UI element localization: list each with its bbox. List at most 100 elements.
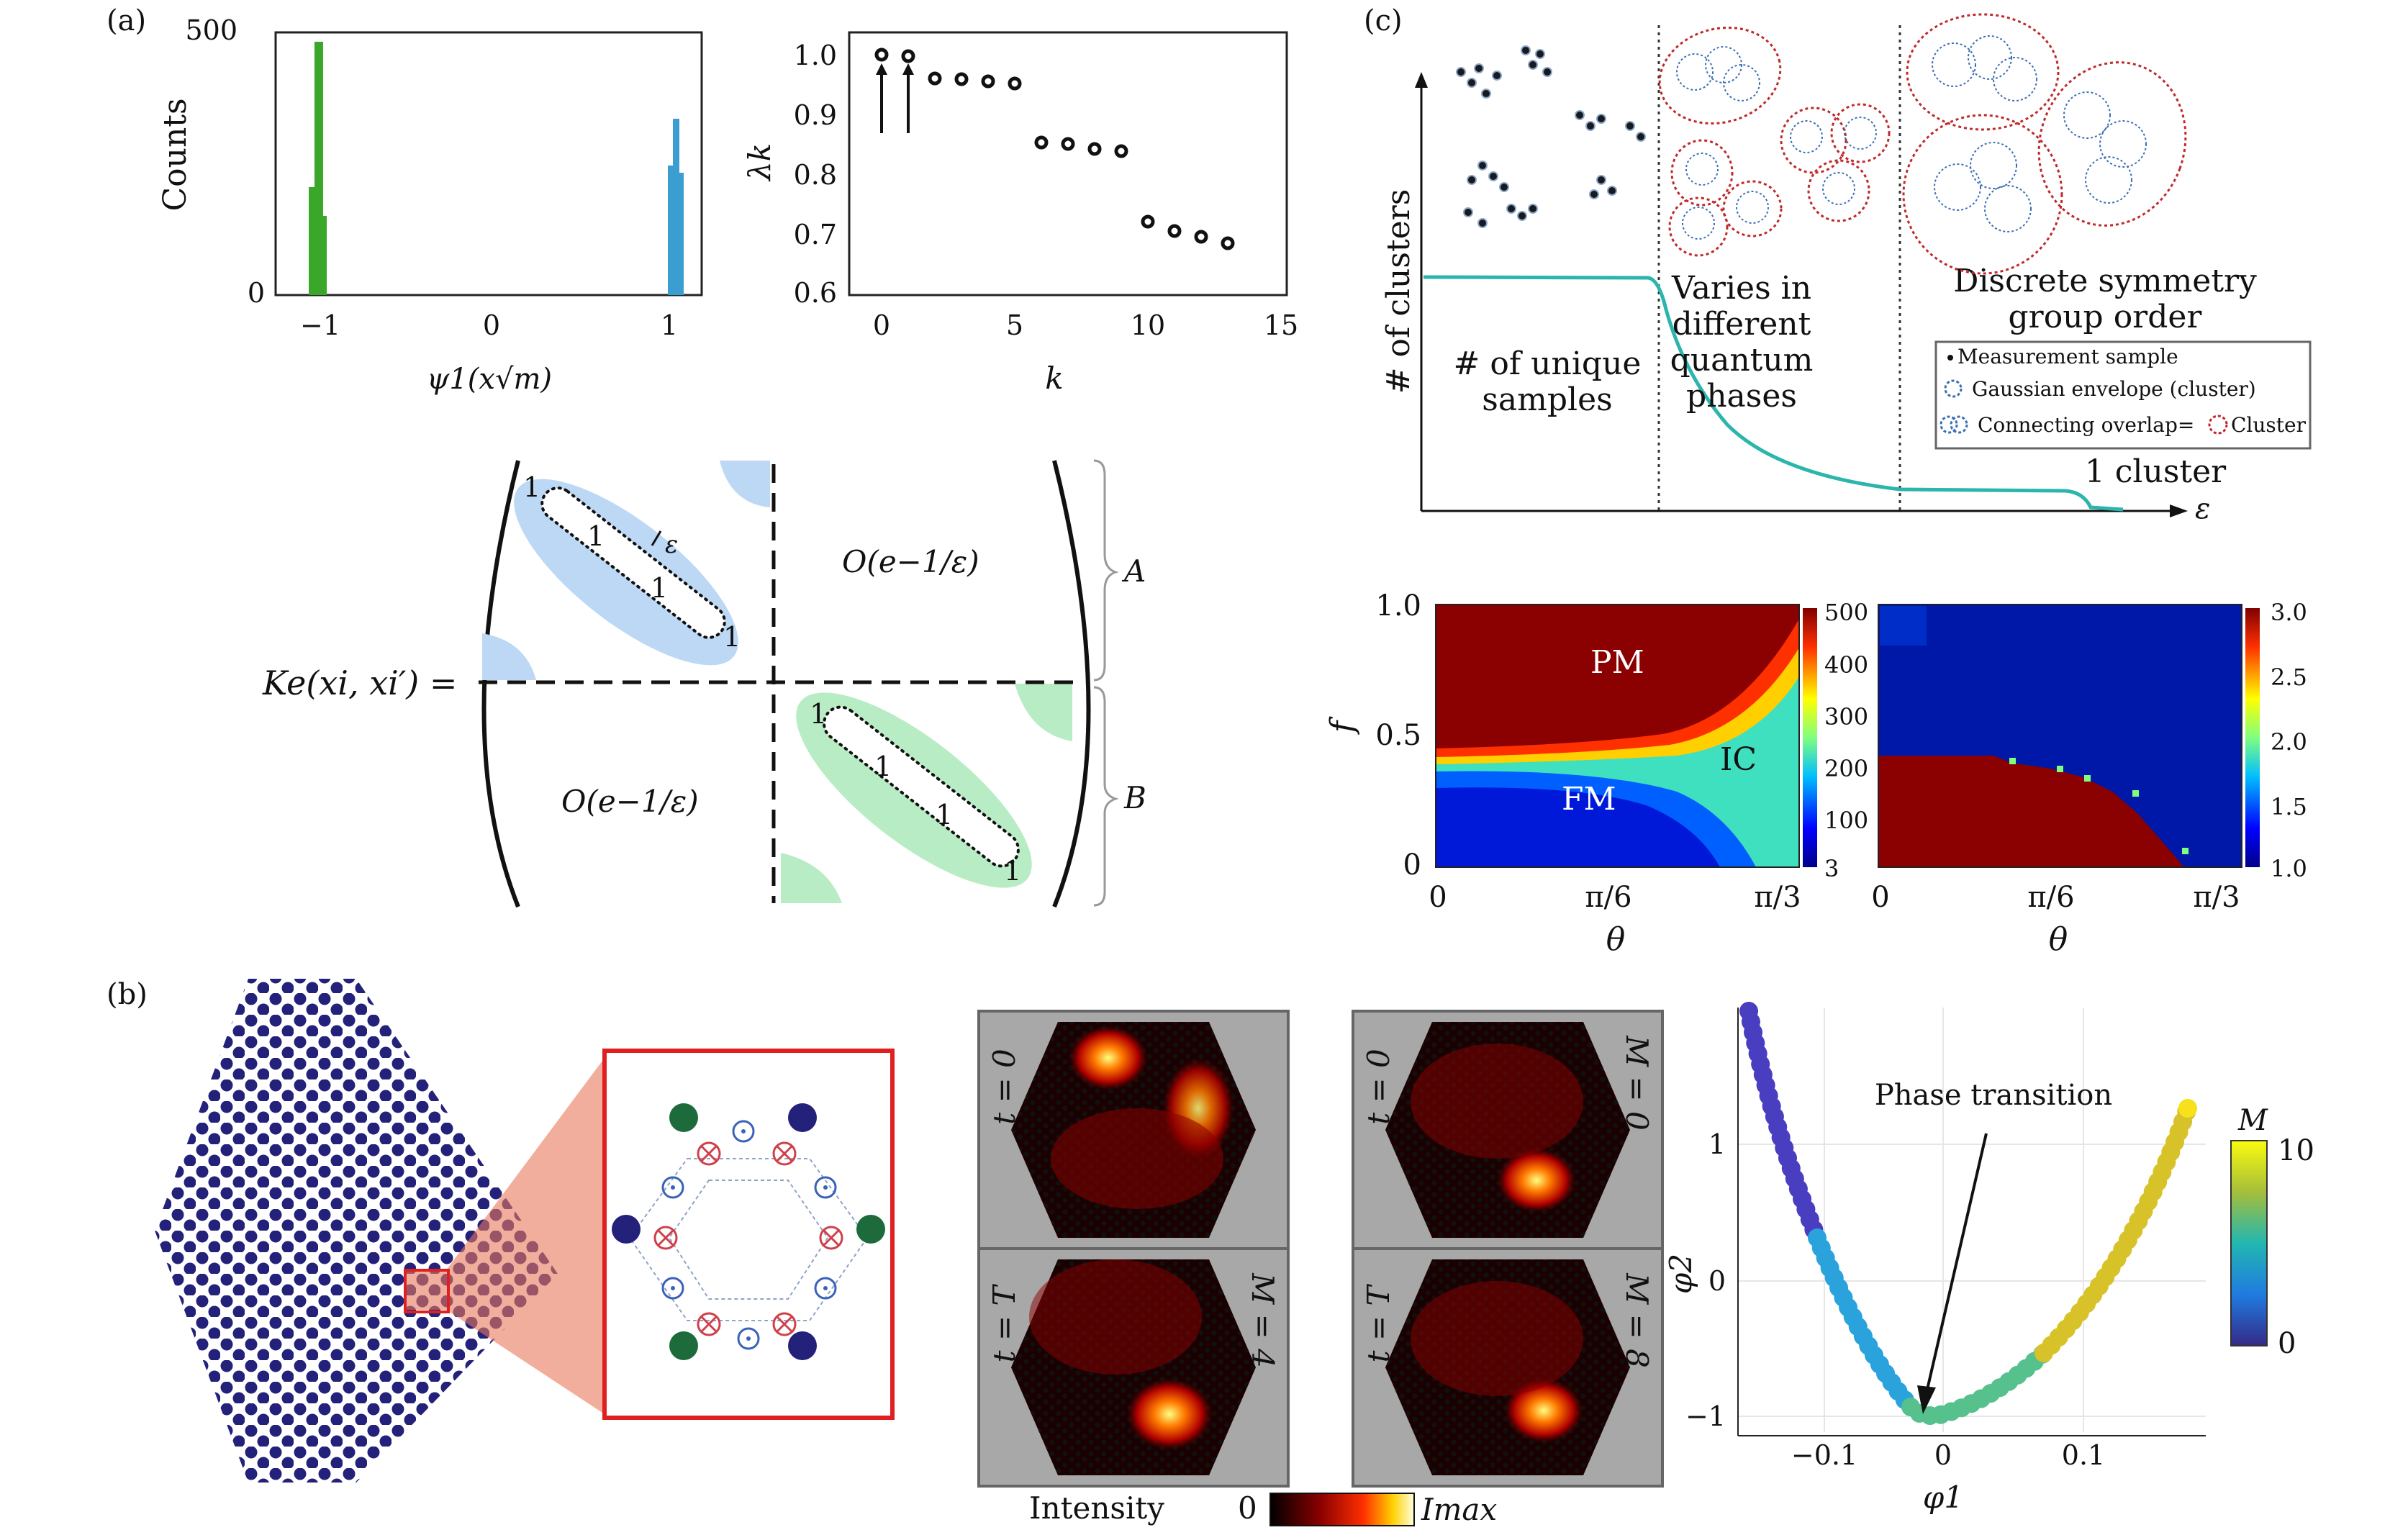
region3-line1: Discrete symmetry [1953, 263, 2257, 299]
zoom-cone [407, 1058, 605, 1414]
matrix-one-7: 1 [936, 799, 953, 830]
snapshot-t0-left [1011, 1022, 1256, 1238]
intensity-max: Imax [1421, 1492, 1497, 1527]
phase-left-cbar-3: 300 [1824, 703, 1868, 730]
embedding-xtick-2: 0 [1934, 1439, 1952, 1471]
phase-diagram-right: 0 π/6 π/3 θ 3.0 2.5 2.0 1.5 1.0 [1871, 599, 2307, 958]
snapshot-tr-t-label: t = 0 [1361, 1049, 1396, 1125]
phase-right-cbar-3: 2.0 [2271, 728, 2307, 756]
eigen-ytick-2: 0.9 [794, 99, 837, 131]
phase-right-cbar-2: 2.5 [2271, 664, 2307, 691]
snapshot-bl-m-label: M = 4 [1245, 1272, 1280, 1368]
embedding-ytick-3: −1 [1685, 1400, 1726, 1432]
snapshot-br-t-label: t = T [1361, 1284, 1396, 1363]
panel-label-b: (b) [107, 978, 148, 1011]
embedding-colorbar [2230, 1140, 2268, 1346]
phase-left-xlabel: θ [1606, 921, 1626, 958]
histogram-ytick-500: 500 [185, 14, 237, 46]
histogram-ylabel: Counts [157, 98, 194, 211]
eigen-xtick-5: 5 [1006, 309, 1023, 341]
embedding-ytick-2: 0 [1708, 1265, 1726, 1297]
cluster-count-curve [1423, 275, 2124, 512]
region2-line4: phases [1686, 378, 1797, 415]
phase-label-pm: PM [1590, 644, 1644, 681]
snapshot-bl-t-label: t = T [987, 1284, 1022, 1363]
eigenvalue-markers [874, 47, 1235, 250]
region3-line2: group order [2009, 299, 2203, 335]
matrix-eps: ε [665, 530, 678, 559]
region2-line2: different [1673, 306, 1811, 343]
phase-right-xtick-3: π/3 [2193, 881, 2240, 914]
phase-right-xtick-2: π/6 [2027, 881, 2074, 914]
matrix-offdiag-bottom: O(e−1/ε) [561, 784, 699, 819]
phase-left-ytick-2: 0.5 [1375, 719, 1421, 752]
histogram-blue-bars [673, 119, 679, 295]
one-cluster-label: 1 cluster [2085, 453, 2227, 490]
phase-right-xtick-1: 0 [1871, 881, 1889, 914]
intensity-min: 0 [1238, 1490, 1257, 1526]
measurement-samples [1456, 45, 1646, 228]
phase-left-cbar-2: 400 [1824, 651, 1868, 679]
matrix-one-5: 1 [810, 698, 827, 730]
phase-left-cbar-5: 100 [1824, 807, 1868, 834]
embedding-ytick-1: 1 [1708, 1128, 1726, 1160]
region1-line2: samples [1482, 381, 1612, 418]
embedding-xtick-1: −0.1 [1791, 1439, 1857, 1471]
embedding-cbar-label: M [2237, 1104, 2268, 1137]
matrix-offdiag-top: O(e−1/ε) [842, 544, 979, 579]
legend-measurement: Measurement sample [1957, 345, 2178, 368]
phase-left-colorbar [1803, 608, 1817, 867]
embedding-xtick-3: 0.1 [2062, 1439, 2105, 1471]
phase-left-xtick-2: π/6 [1585, 881, 1631, 914]
eigen-ytick-5: 0.6 [794, 277, 837, 309]
embedding-annotation: Phase transition [1875, 1079, 2112, 1112]
phase-label-fm: FM [1562, 781, 1616, 818]
zoom-marker [404, 1269, 450, 1313]
schematic-xlabel: ε [2195, 492, 2210, 525]
brace-label-b: B [1123, 780, 1146, 815]
phase-right-cbar-1: 3.0 [2271, 599, 2307, 626]
phase-right-cbar-5: 1.0 [2271, 855, 2307, 882]
region2-line3: quantum [1670, 342, 1814, 379]
legend-overlap: Connecting overlap= [1978, 413, 2194, 437]
phase-right-xlabel: θ [2049, 921, 2068, 958]
matrix-one-8: 1 [1004, 855, 1021, 887]
phase-right-cbar-4: 1.5 [2271, 793, 2307, 820]
snapshot-tr-m-label: M = 0 [1619, 1035, 1655, 1131]
eigen-xtick-0: 0 [873, 309, 890, 341]
eigenvalue-arrows [880, 71, 910, 133]
phase-left-cbar-6: 3 [1824, 855, 1839, 882]
legend-gaussian-icon [1944, 379, 1963, 398]
eigen-xlabel: k [1045, 361, 1063, 396]
phase-left-ylabel: f [1324, 716, 1361, 735]
phase-left-ytick-1: 1.0 [1375, 589, 1421, 623]
histogram-xlabel: ψ1(x√m) [427, 363, 552, 396]
matrix-one-6: 1 [874, 751, 892, 782]
eigen-ylabel: λk [742, 143, 777, 182]
phase-left-xtick-1: 0 [1429, 881, 1447, 914]
embedding-cbar-max: 10 [2278, 1134, 2314, 1167]
brace-label-a: A [1121, 553, 1146, 589]
embedding-xlabel: φ1 [1923, 1480, 1963, 1515]
histogram-ytick-0: 0 [248, 277, 265, 309]
eigen-ytick-3: 0.8 [794, 159, 837, 191]
embedding-cbar-min: 0 [2278, 1327, 2296, 1360]
gaussian-envelopes [1676, 35, 2147, 240]
snapshot-t0-right [1385, 1022, 1630, 1238]
phase-left-xtick-3: π/3 [1754, 881, 1801, 914]
snapshot-grid: t = 0 t = T M = 4 t = 0 M = 0 t = T M = … [977, 1010, 1664, 1488]
eigen-xtick-15: 15 [1264, 309, 1298, 341]
cluster-ellipses [1658, 13, 2187, 275]
histogram-xtick-1: 1 [661, 309, 678, 341]
matrix-one-3: 1 [651, 572, 668, 604]
cluster-schematic: # of clusters ε # of unique samples Vari… [1380, 13, 2312, 525]
snapshot-tl-label: t = 0 [987, 1049, 1022, 1125]
region2-line1: Varies in [1671, 270, 1811, 307]
phase-left-cbar-1: 500 [1824, 599, 1868, 626]
embedding-plot: Phase transition −0.1 0 0.1 1 0 −1 φ1 φ2… [1663, 1002, 2314, 1515]
eigen-xtick-10: 10 [1131, 309, 1165, 341]
phase-left-cbar-4: 200 [1824, 755, 1868, 782]
phase-label-ic: IC [1720, 741, 1757, 778]
hexagonal-lattice [155, 979, 605, 1483]
